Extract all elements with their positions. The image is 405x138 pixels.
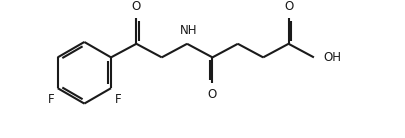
Text: OH: OH — [322, 51, 340, 64]
Text: O: O — [207, 88, 217, 101]
Text: O: O — [132, 0, 141, 13]
Text: O: O — [283, 0, 292, 13]
Text: F: F — [47, 93, 54, 106]
Text: F: F — [114, 93, 121, 106]
Text: NH: NH — [180, 24, 197, 37]
